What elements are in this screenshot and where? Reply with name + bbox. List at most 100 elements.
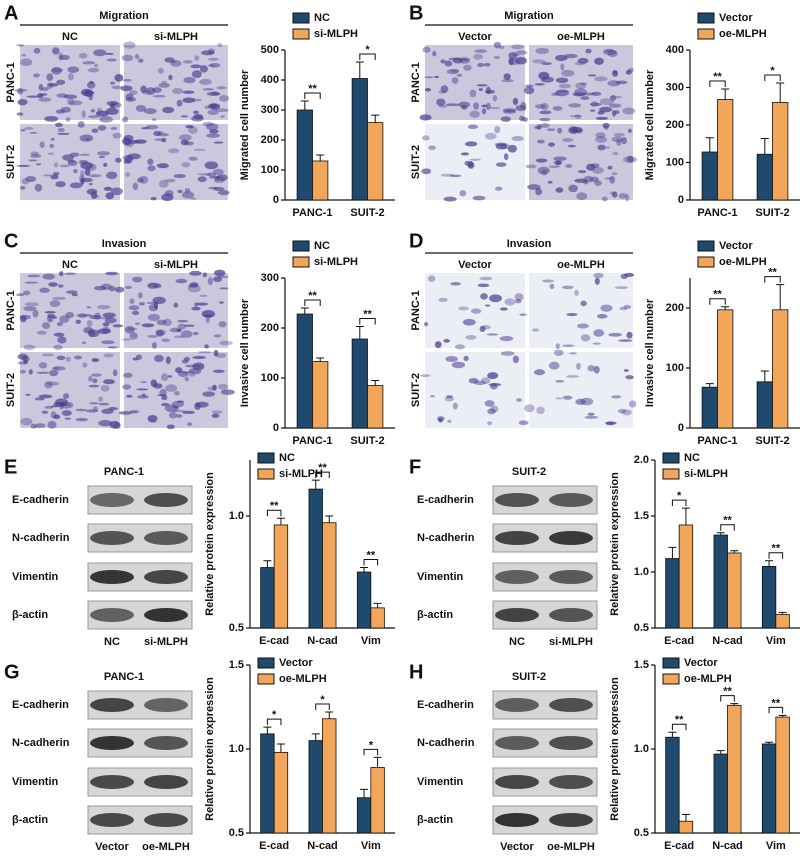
cell — [584, 415, 599, 419]
band — [549, 813, 593, 827]
legend-label: oe-MLPH — [719, 256, 767, 268]
cell — [476, 84, 488, 87]
cell — [177, 323, 186, 330]
cell — [207, 57, 219, 61]
band — [495, 736, 539, 750]
cell — [594, 277, 600, 285]
cell — [534, 82, 545, 86]
x-tick-label: PANC-1 — [292, 435, 332, 447]
cell — [555, 343, 561, 350]
cell — [217, 275, 229, 279]
cell — [499, 307, 508, 311]
cell — [139, 175, 149, 184]
cell — [59, 315, 70, 324]
cell — [21, 53, 27, 57]
cell — [53, 414, 61, 420]
cell — [481, 108, 487, 115]
cell — [625, 375, 634, 380]
cell — [140, 381, 148, 384]
cell — [102, 326, 110, 334]
cell — [71, 293, 78, 297]
bar — [260, 567, 275, 629]
x-tick-label: PANC-1 — [697, 435, 737, 447]
error-bar — [300, 100, 309, 110]
x-tick-label: PANC-1 — [697, 207, 737, 219]
bar — [727, 552, 742, 629]
cell — [203, 314, 214, 318]
cell — [23, 306, 37, 312]
cell — [590, 109, 596, 112]
cell — [206, 133, 220, 138]
y-tick-label: 0 — [678, 422, 684, 434]
error-bar — [355, 61, 364, 79]
cell — [164, 189, 174, 197]
cell — [456, 73, 463, 77]
cell — [493, 55, 500, 60]
cell — [150, 196, 157, 201]
cell — [438, 297, 448, 302]
cell — [583, 175, 594, 183]
legend-swatch — [662, 452, 680, 464]
band — [495, 493, 539, 507]
cell — [90, 109, 96, 113]
x-tick-label: PANC-1 — [292, 207, 332, 219]
y-tick-label: 0.5 — [229, 622, 244, 634]
y-tick-label: 200 — [261, 322, 279, 334]
cell — [590, 163, 600, 168]
cell — [48, 317, 54, 323]
cell — [16, 164, 31, 167]
cell — [458, 306, 469, 311]
cell — [81, 110, 86, 118]
cell — [75, 313, 87, 317]
cell — [192, 355, 207, 360]
cell — [168, 74, 173, 81]
cell — [455, 344, 465, 350]
y-tick-label: 0.5 — [229, 827, 244, 839]
cell — [186, 422, 193, 427]
cell — [217, 42, 223, 48]
cell — [605, 421, 615, 426]
cell — [58, 271, 64, 277]
cell — [176, 99, 183, 107]
cell — [122, 116, 129, 123]
band — [90, 698, 134, 712]
cell — [41, 410, 49, 414]
cell — [125, 97, 137, 102]
cell — [499, 45, 505, 50]
cell — [562, 138, 574, 142]
cell — [165, 178, 176, 183]
band — [549, 570, 593, 584]
cell — [143, 108, 157, 115]
cell — [558, 83, 571, 89]
cell — [114, 73, 124, 82]
cell — [30, 423, 37, 429]
cell — [152, 87, 162, 93]
cell — [185, 125, 194, 129]
cell — [587, 412, 595, 416]
cell — [202, 121, 214, 127]
column-label: NC — [509, 636, 525, 648]
error-bar — [730, 550, 739, 553]
error-bar — [355, 326, 364, 339]
y-tick-label: 300 — [261, 104, 279, 116]
cell — [595, 136, 607, 143]
bar — [713, 534, 728, 629]
cell — [105, 271, 119, 276]
cell — [104, 52, 114, 55]
cell — [209, 129, 219, 134]
legend-swatch — [662, 468, 680, 480]
cell — [188, 156, 198, 161]
blot-title: SUIT-2 — [512, 466, 546, 478]
cell — [181, 191, 195, 199]
cell — [432, 50, 437, 57]
cell — [27, 274, 41, 278]
cell — [607, 165, 613, 170]
cell — [577, 170, 587, 174]
cell — [555, 187, 564, 193]
cell — [114, 286, 125, 293]
cell — [445, 103, 460, 107]
cell — [174, 390, 180, 396]
cell — [110, 126, 118, 130]
cell — [603, 48, 615, 53]
cell — [134, 139, 147, 144]
